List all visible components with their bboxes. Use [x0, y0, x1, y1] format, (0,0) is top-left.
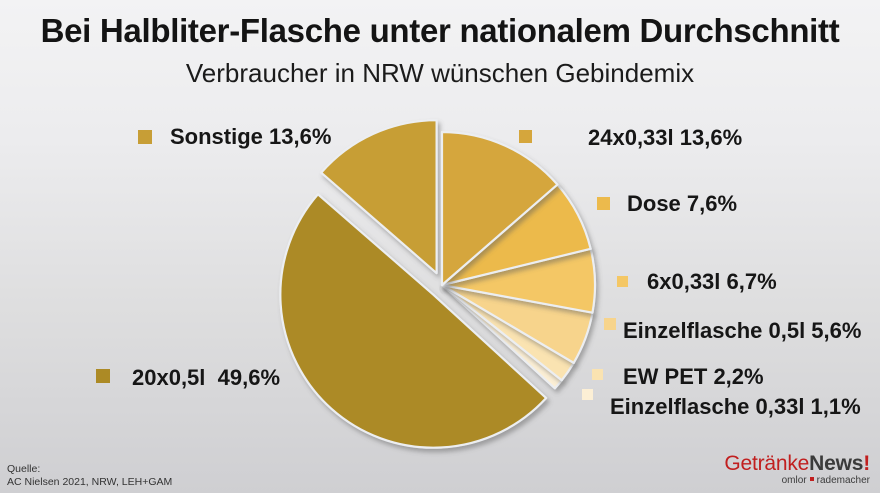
legend-label-ew-pet: EW PET 2,2% [623, 364, 764, 389]
logo-bullet-icon [809, 477, 814, 482]
legend-label-dose: Dose 7,6% [627, 191, 738, 216]
logo-brand-dark: News [809, 452, 864, 475]
source-detail: AC Nielsen 2021, NRW, LEH+GAM [7, 476, 173, 489]
logo-tagline-left: omlor [781, 475, 807, 486]
legend-label-einzelflasche-05l: Einzelflasche 0,5l 5,6% [623, 318, 862, 343]
legend-label-24x033l: 24x0,33l 13,6% [588, 125, 743, 150]
legend-marker-einzelflasche-033l [582, 389, 593, 400]
legend-marker-dose [597, 197, 610, 210]
logo-brand-exclamation: ! [863, 452, 870, 475]
pie-slice-24x0-33l [440, 130, 559, 287]
chart-subtitle: Verbraucher in NRW wünschen Gebindemix [185, 58, 695, 88]
legend-label-sonstige: Sonstige 13,6% [170, 124, 332, 149]
pie-slice-20x0-5l [279, 193, 548, 449]
source-note: Quelle: AC Nielsen 2021, NRW, LEH+GAM [7, 463, 172, 489]
legend-marker-sonstige [138, 130, 152, 144]
legend-marker-ew-pet [592, 369, 603, 380]
legend-marker-einzelflasche-05l [604, 318, 616, 330]
logo-tagline: omlor rademacher [724, 475, 870, 486]
logo-wordmark: GetränkeNews! [724, 453, 870, 474]
legend-label-6x033l: 6x0,33l 6,7% [647, 269, 777, 294]
legend-marker-6x033l [617, 276, 628, 287]
chart-title: Bei Halbliter-Flasche unter nationalem D… [40, 12, 840, 49]
legend-marker-24x033l [519, 130, 532, 143]
legend-label-20x05l: 20x0,5l 49,6% [132, 365, 281, 390]
logo-brand-red: Getränke [724, 452, 810, 475]
legend-label-einzelflasche-033l: Einzelflasche 0,33l 1,1% [610, 394, 861, 419]
logo-tagline-right: rademacher [816, 475, 870, 486]
pie-slice-sonstige [320, 119, 438, 275]
source-label: Quelle: [7, 463, 41, 475]
logo: GetränkeNews! omlor rademacher [724, 453, 870, 486]
legend-marker-20x05l [96, 369, 110, 383]
